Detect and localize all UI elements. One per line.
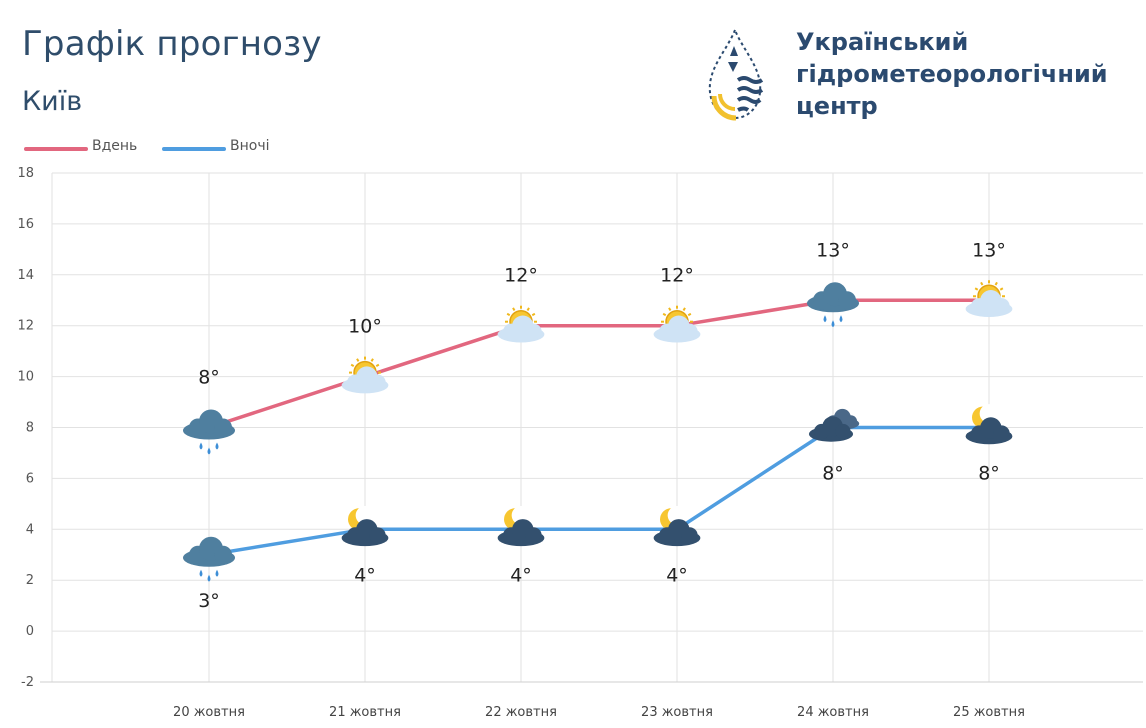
y-tick-label: 6	[26, 471, 34, 486]
rain-cloud-icon	[183, 536, 235, 582]
x-tick-label: 23 жовтня	[641, 705, 713, 720]
data-label-day: 8°	[198, 367, 220, 389]
legend-label-day: Вдень	[92, 138, 138, 154]
y-tick-label: 2	[26, 573, 34, 588]
data-label-day: 12°	[660, 265, 694, 287]
legend-swatch-night	[162, 147, 226, 151]
chart-subtitle: Київ	[22, 86, 83, 117]
data-label-day: 13°	[972, 239, 1006, 261]
sun-behind-cloud-icon	[497, 305, 545, 343]
sun-behind-cloud-icon	[341, 356, 389, 394]
y-tick-label: 0	[26, 624, 34, 639]
x-tick-label: 24 жовтня	[797, 705, 869, 720]
series-line-day	[207, 298, 991, 430]
dark-clouds-icon	[808, 408, 860, 442]
rain-cloud-icon	[807, 282, 859, 328]
legend-swatch-day	[24, 147, 88, 151]
rain-cloud-icon	[183, 409, 235, 455]
org-name: Український гідрометеорологічний центр	[796, 26, 1146, 122]
data-label-night: 8°	[978, 463, 1000, 485]
x-tick-label: 22 жовтня	[485, 705, 557, 720]
data-label-day: 12°	[504, 265, 538, 287]
y-tick-label: 16	[17, 217, 34, 232]
data-label-day: 10°	[348, 316, 382, 338]
x-tick-label: 21 жовтня	[329, 705, 401, 720]
x-tick-label: 25 жовтня	[953, 705, 1025, 720]
org-name-line-1: Український	[796, 28, 969, 56]
data-label-day: 13°	[816, 239, 850, 261]
org-name-line-2: гідрометеорологічний	[796, 60, 1108, 88]
sun-behind-cloud-icon	[965, 280, 1013, 318]
data-label-night: 4°	[666, 564, 688, 586]
moon-cloud-icon	[497, 505, 545, 547]
moon-cloud-icon	[341, 505, 389, 547]
water-drop-sun-logo-icon	[708, 27, 764, 121]
org-name-line-3: центр	[796, 92, 878, 120]
data-label-night: 8°	[822, 463, 844, 485]
sun-behind-cloud-icon	[653, 305, 701, 343]
y-tick-label: 18	[17, 166, 34, 181]
moon-cloud-icon	[965, 404, 1013, 445]
x-tick-label: 20 жовтня	[173, 705, 245, 720]
y-tick-label: 10	[17, 370, 34, 385]
y-tick-label: 8	[26, 421, 34, 436]
y-tick-label: 4	[26, 522, 34, 537]
series-line-night	[207, 425, 991, 557]
data-label-night: 4°	[354, 564, 376, 586]
data-label-night: 3°	[198, 590, 220, 612]
chart-title: Графік прогнозу	[22, 24, 322, 64]
y-tick-label: 14	[17, 268, 34, 283]
moon-cloud-icon	[653, 505, 701, 547]
data-label-night: 4°	[510, 564, 532, 586]
legend-label-night: Вночі	[230, 138, 270, 154]
y-tick-label: -2	[21, 675, 34, 690]
y-tick-label: 12	[17, 319, 34, 334]
